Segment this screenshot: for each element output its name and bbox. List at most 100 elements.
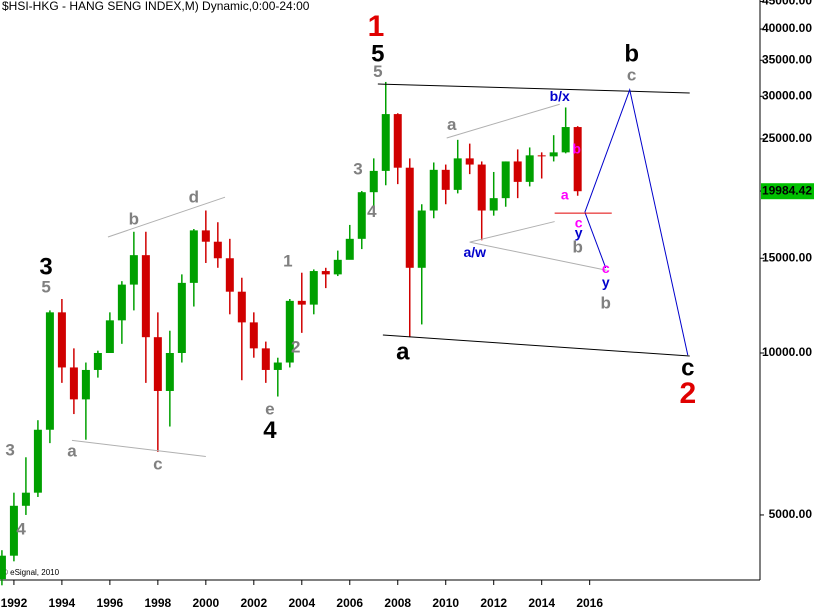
candle-body bbox=[273, 362, 282, 370]
footer: © eSignal, 2010 bbox=[2, 568, 60, 577]
wave-label: b bbox=[624, 40, 639, 67]
candle-body bbox=[513, 161, 522, 182]
candle-body bbox=[405, 167, 414, 268]
x-tick-label: 2006 bbox=[336, 596, 363, 610]
x-tick-label: 1996 bbox=[97, 596, 124, 610]
candle-body bbox=[501, 161, 510, 199]
candle-body bbox=[81, 369, 90, 400]
candle-body bbox=[165, 352, 174, 391]
wave-label: 3 bbox=[5, 441, 14, 460]
x-tick-label: 2004 bbox=[288, 596, 315, 610]
trend-line bbox=[71, 439, 206, 458]
x-tick-label: 1992 bbox=[1, 596, 28, 610]
candle-body bbox=[105, 320, 114, 353]
candle-body bbox=[429, 169, 438, 211]
trend-line bbox=[469, 221, 555, 243]
candle-body bbox=[9, 505, 18, 556]
wave-label: 2 bbox=[679, 377, 696, 410]
candle-body bbox=[117, 284, 126, 321]
candle-body bbox=[477, 164, 486, 211]
wave-label: c bbox=[627, 66, 636, 85]
x-tick-label: 2002 bbox=[240, 596, 267, 610]
y-tick-label: 45000.00 bbox=[762, 0, 812, 8]
wave-label: 3 bbox=[39, 253, 52, 280]
candle-body bbox=[417, 210, 426, 268]
wave-label: 5 bbox=[41, 278, 50, 297]
wave-label: a bbox=[447, 115, 457, 134]
candle-body bbox=[213, 241, 222, 259]
wave-label: a bbox=[396, 338, 410, 365]
candle-body bbox=[189, 230, 198, 283]
x-tick-label: 2000 bbox=[192, 596, 219, 610]
wave-label: d bbox=[189, 187, 199, 206]
candle-body bbox=[225, 258, 234, 292]
candle-body bbox=[525, 155, 534, 182]
wave-label: 5 bbox=[371, 40, 384, 67]
candle-body bbox=[249, 322, 258, 349]
x-tick-label: 2012 bbox=[480, 596, 507, 610]
candle-body bbox=[0, 555, 6, 580]
candle-body bbox=[345, 238, 354, 260]
candle-body bbox=[321, 271, 330, 275]
candle-body bbox=[297, 300, 306, 305]
y-tick-label: 35000.00 bbox=[762, 52, 812, 66]
candle-body bbox=[357, 192, 366, 239]
y-tick-label: 5000.00 bbox=[769, 507, 813, 521]
x-tick-label: 2010 bbox=[432, 596, 459, 610]
candle-body bbox=[381, 114, 390, 171]
x-tick-label: 2008 bbox=[384, 596, 411, 610]
x-tick-label: 2014 bbox=[528, 596, 555, 610]
trend-line bbox=[107, 196, 226, 238]
y-tick-label: 30000.00 bbox=[762, 88, 812, 102]
wave-label: a/w bbox=[463, 244, 486, 260]
candle-body bbox=[201, 230, 210, 242]
wave-label: 5 bbox=[373, 62, 382, 81]
candle-body bbox=[45, 312, 54, 430]
candle-body bbox=[537, 155, 546, 157]
candle-body bbox=[309, 271, 318, 305]
wave-label: c bbox=[575, 214, 583, 230]
candle-body bbox=[129, 255, 138, 285]
candle-body bbox=[69, 367, 78, 400]
candle-body bbox=[453, 158, 462, 190]
wave-label: e bbox=[265, 400, 274, 419]
y-tick-label: 40000.00 bbox=[762, 21, 812, 35]
candle-body bbox=[561, 127, 570, 153]
candle-body bbox=[549, 152, 558, 157]
wave-label: b/x bbox=[550, 88, 570, 104]
y-tick-label: 15000.00 bbox=[762, 250, 812, 264]
trend-line bbox=[377, 83, 690, 94]
candle-body bbox=[489, 198, 498, 211]
wave-label: c bbox=[602, 260, 610, 276]
candle-body bbox=[237, 291, 246, 323]
wave-label: b bbox=[572, 141, 581, 157]
candle-body bbox=[393, 114, 402, 168]
candle-body bbox=[177, 282, 186, 353]
candle-body bbox=[141, 255, 150, 338]
wave-label: a bbox=[561, 186, 569, 202]
x-tick-label: 2016 bbox=[576, 596, 603, 610]
wave-label: b bbox=[129, 209, 139, 228]
wave-label: 1 bbox=[283, 252, 292, 271]
candle-body bbox=[333, 259, 342, 275]
candle-body bbox=[285, 300, 294, 363]
candle-body bbox=[441, 169, 450, 190]
trend-line bbox=[584, 88, 689, 356]
y-tick-label: 25000.00 bbox=[762, 131, 812, 145]
wave-label: 4 bbox=[367, 202, 377, 221]
candle-body bbox=[33, 429, 42, 493]
trend-line bbox=[382, 334, 690, 357]
trend-line bbox=[584, 211, 607, 269]
wave-label: 3 bbox=[353, 159, 362, 178]
wave-label: b bbox=[572, 238, 582, 257]
x-tick-label: 1998 bbox=[145, 596, 172, 610]
wave-label: y bbox=[602, 274, 610, 290]
wave-label: y bbox=[575, 225, 583, 241]
candle-body bbox=[21, 492, 30, 506]
wave-label: c bbox=[153, 455, 162, 474]
wave-label: 2 bbox=[291, 338, 300, 357]
candle-body bbox=[93, 352, 102, 370]
candle-body bbox=[573, 127, 582, 192]
